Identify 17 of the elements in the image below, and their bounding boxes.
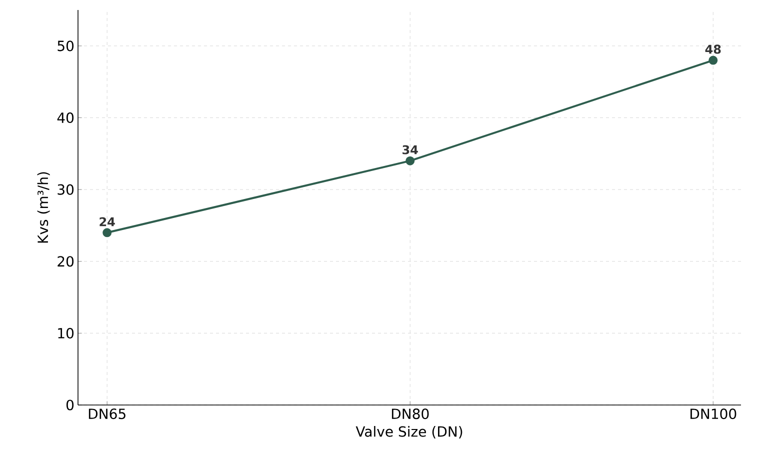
y-tick-label: 10 [58,328,74,338]
y-axis-title: Kvs (m³/h) [37,172,50,243]
y-tick-label: 40 [57,112,74,124]
x-tick-label: DN80 [392,408,429,420]
point [102,228,112,238]
y-tick-label: 30 [58,184,74,195]
x-tick-label: DN100 [690,408,736,420]
y-tick-label: 50 [58,40,74,52]
data-label: 34 [402,145,418,154]
data-label: 48 [705,44,721,54]
y-tick-label: 20 [58,256,74,267]
point [708,56,718,65]
x-tick-label: DN65 [88,408,126,420]
point [406,156,415,166]
x-axis-title: Valve Size (DN) [356,426,462,438]
y-tick-label: 0 [66,400,74,410]
data-label: 24 [100,217,115,226]
